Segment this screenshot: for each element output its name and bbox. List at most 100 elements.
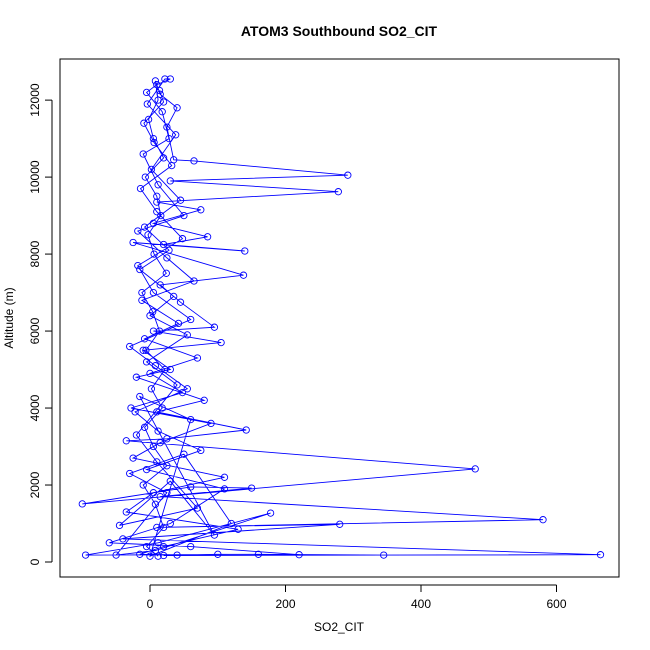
data-point <box>187 542 195 551</box>
data-point <box>149 288 158 297</box>
data-point <box>247 484 256 492</box>
data-point <box>156 492 164 501</box>
data-point <box>168 161 176 170</box>
data-point <box>200 396 208 404</box>
data-point <box>170 292 178 301</box>
data-point <box>112 551 120 559</box>
data-point <box>138 296 146 304</box>
data-point <box>159 551 168 560</box>
data-point <box>165 246 173 254</box>
data-point <box>154 539 162 547</box>
data-point <box>161 365 169 374</box>
data-point <box>154 427 162 435</box>
data-point <box>227 519 235 528</box>
data-point <box>134 261 142 270</box>
data-point <box>193 354 202 362</box>
data-point <box>115 521 124 530</box>
data-point <box>166 365 174 374</box>
data-point <box>151 500 160 508</box>
x-tick-label: 200 <box>275 597 295 611</box>
y-tick-label: 8000 <box>28 240 42 267</box>
data-point <box>149 442 158 451</box>
data-point <box>154 552 162 560</box>
data-point <box>142 358 151 366</box>
data-point <box>163 254 171 262</box>
x-tick-label: 400 <box>411 597 431 611</box>
data-point <box>154 181 162 189</box>
data-point <box>156 281 164 289</box>
data-point <box>149 134 158 143</box>
data-point <box>165 134 173 143</box>
data-point <box>210 323 219 331</box>
data-point <box>163 435 171 443</box>
x-tick-label: 600 <box>546 597 566 611</box>
data-point <box>132 373 141 381</box>
data-point <box>136 392 144 401</box>
data-point <box>159 542 168 551</box>
data-point <box>380 551 388 559</box>
data-point <box>150 138 158 147</box>
data-point <box>140 223 149 231</box>
data-point <box>172 131 180 139</box>
data-point <box>131 408 139 416</box>
data-point <box>126 342 134 351</box>
data-point <box>239 271 248 279</box>
data-point <box>197 446 205 455</box>
data-point <box>158 108 166 116</box>
data-point <box>122 437 130 445</box>
series-line <box>82 78 601 557</box>
y-tick-label: 12000 <box>28 83 42 117</box>
data-point <box>140 423 149 431</box>
data-point <box>176 196 185 204</box>
data-point <box>166 177 174 185</box>
data-point <box>158 404 166 412</box>
data-point <box>220 485 229 493</box>
data-point <box>132 431 141 439</box>
data-point <box>180 450 188 458</box>
data-point <box>210 531 219 539</box>
data-point <box>139 150 147 158</box>
data-point <box>147 165 156 174</box>
data-point <box>180 211 188 220</box>
data-point <box>151 546 160 555</box>
data-point <box>153 208 161 216</box>
data-point <box>105 539 113 547</box>
data-point <box>147 385 156 393</box>
data-point <box>190 277 198 285</box>
y-tick-label: 0 <box>28 558 42 565</box>
data-point <box>78 500 86 508</box>
data-point <box>159 154 168 162</box>
data-point <box>146 312 154 320</box>
data-point <box>129 454 137 462</box>
data-point <box>295 551 303 559</box>
data-point <box>163 462 171 470</box>
y-axis-label: Altitude (m) <box>2 287 16 348</box>
data-point <box>203 233 212 241</box>
data-point <box>166 75 174 83</box>
data-point <box>161 75 169 83</box>
data-point <box>207 419 215 428</box>
data-point <box>141 173 149 181</box>
data-point <box>139 481 147 489</box>
data-point <box>190 157 198 165</box>
data-point <box>163 123 171 131</box>
data-point <box>142 465 151 474</box>
data-point <box>142 346 150 354</box>
data-point <box>254 550 263 558</box>
data-point <box>122 508 130 516</box>
data-point <box>266 509 275 517</box>
data-point <box>149 219 158 227</box>
data-point <box>183 385 191 393</box>
data-point <box>143 100 151 108</box>
data-point <box>166 519 174 528</box>
data-point <box>336 520 344 528</box>
data-point <box>138 288 146 297</box>
data-point <box>153 523 161 532</box>
data-point <box>144 231 152 239</box>
data-point <box>187 483 195 491</box>
data-point <box>220 473 229 481</box>
data-point <box>241 247 249 255</box>
data-point <box>193 504 202 512</box>
data-point <box>134 227 142 235</box>
